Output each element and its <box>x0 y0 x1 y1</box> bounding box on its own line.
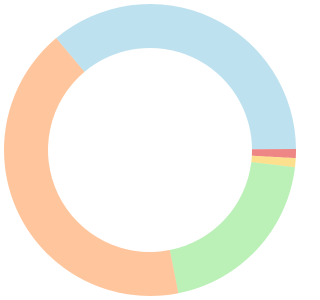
chart <box>4 4 296 297</box>
slice <box>169 162 295 294</box>
slice <box>251 155 296 168</box>
slice <box>56 4 296 150</box>
slice <box>251 148 296 159</box>
slice <box>4 38 179 297</box>
